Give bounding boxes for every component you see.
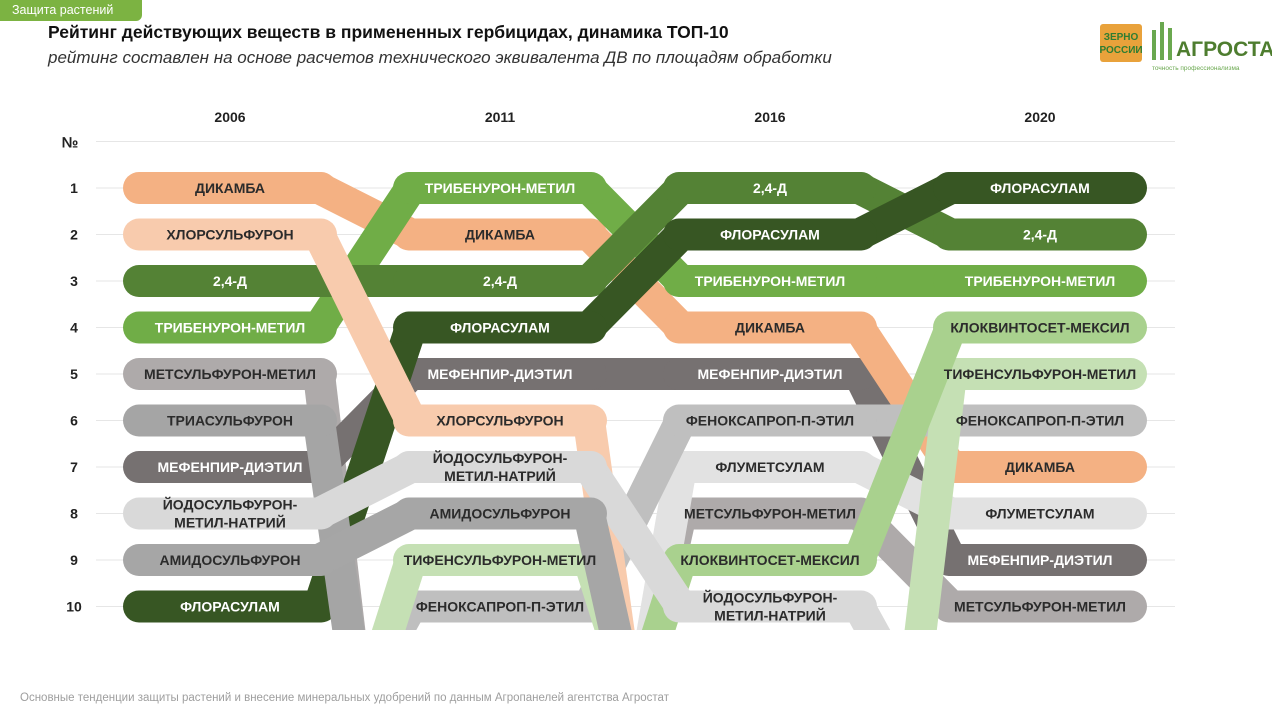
series-label: ФЕНОКСАПРОП-П-ЭТИЛ — [686, 413, 854, 429]
series-label-line: МЕТИЛ-НАТРИЙ — [444, 467, 556, 484]
series-entry — [900, 372, 967, 672]
year-label: 2006 — [214, 109, 245, 125]
series-label: ТРИАСУЛЬФУРОН — [167, 413, 293, 429]
series-label: ЙОДОСУЛЬФУРОН-МЕТИЛ-НАТРИЙ — [163, 496, 298, 531]
series-label: ФЛОРАСУЛАМ — [180, 599, 280, 615]
series-label: 2,4-Д — [213, 273, 247, 289]
series-connector — [573, 451, 697, 623]
series-connector — [303, 172, 427, 344]
series-label: МЕФЕНПИР-ДИЭТИЛ — [698, 366, 843, 382]
rank-label: 8 — [70, 506, 78, 522]
rank-label: 5 — [70, 366, 78, 382]
series-label-line: МЕТИЛ-НАТРИЙ — [174, 514, 286, 531]
series-label: МЕФЕНПИР-ДИЭТИЛ — [968, 552, 1113, 568]
series-label: ТРИБЕНУРОН-МЕТИЛ — [695, 273, 845, 289]
series-label-line: ЙОДОСУЛЬФУРОН- — [163, 496, 298, 513]
year-label: 2011 — [485, 109, 516, 125]
chart-bottom-mask — [0, 630, 1280, 690]
series-label-line: ЙОДОСУЛЬФУРОН- — [433, 449, 568, 466]
section-tag: Защита растений — [0, 0, 142, 21]
rank-label: 6 — [70, 413, 78, 429]
footer-source: Основные тенденции защиты растений и вне… — [20, 692, 669, 704]
series-connector — [843, 311, 967, 576]
series-label-line: ЙОДОСУЛЬФУРОН- — [703, 589, 838, 606]
series-label: ДИКАМБА — [195, 180, 265, 196]
series-label: ДИКАМБА — [735, 320, 805, 336]
series-label: ФЛОРАСУЛАМ — [720, 227, 820, 243]
chart-subtitle: рейтинг составлен на основе расчетов тех… — [48, 48, 832, 67]
rank-label: 1 — [70, 180, 78, 196]
series-label: КЛОКВИНТОСЕТ-МЕКСИЛ — [680, 552, 859, 568]
year-label: 2020 — [1024, 109, 1055, 125]
series-label: МЕТСУЛЬФУРОН-МЕТИЛ — [144, 366, 316, 382]
series-label: ФЕНОКСАПРОП-П-ЭТИЛ — [416, 599, 584, 615]
series-label: ФЛУМЕТСУЛАМ — [985, 506, 1094, 522]
series-connector — [303, 218, 427, 437]
agrostat-brand: АГРОСТАТ — [1176, 38, 1272, 61]
series-label: 2,4-Д — [483, 273, 517, 289]
series-label: МЕФЕНПИР-ДИЭТИЛ — [428, 366, 573, 382]
series-label-line: МЕТИЛ-НАТРИЙ — [714, 607, 826, 624]
rank-label: 3 — [70, 273, 78, 289]
rank-header: № — [62, 135, 79, 152]
series-label: ДИКАМБА — [465, 227, 535, 243]
zerno-rossii-logo-bg — [1100, 24, 1142, 62]
chart-title: Рейтинг действующих веществ в примененны… — [48, 22, 729, 42]
rank-label: 9 — [70, 552, 78, 568]
series-connector — [573, 172, 697, 297]
rank-label: 10 — [66, 599, 82, 615]
series-label: ТРИБЕНУРОН-МЕТИЛ — [425, 180, 575, 196]
series-label: ТРИБЕНУРОН-МЕТИЛ — [965, 273, 1115, 289]
series-label: КЛОКВИНТОСЕТ-МЕКСИЛ — [950, 320, 1129, 336]
series-label: 2,4-Д — [1023, 227, 1057, 243]
series-label: ЙОДОСУЛЬФУРОН-МЕТИЛ-НАТРИЙ — [703, 589, 838, 624]
series-label: ТРИБЕНУРОН-МЕТИЛ — [155, 320, 305, 336]
series-label: ДИКАМБА — [1005, 459, 1075, 475]
series-label: 2,4-Д — [753, 180, 787, 196]
rank-label: 2 — [70, 227, 78, 243]
year-label: 2016 — [754, 109, 785, 125]
rank-label: 7 — [70, 459, 78, 475]
zerno-logo-line2: РОССИИ — [1100, 45, 1143, 56]
series-label: ФЕНОКСАПРОП-П-ЭТИЛ — [956, 413, 1124, 429]
agrostat-tagline: точность профессионализма — [1152, 65, 1240, 72]
series-label: МЕТСУЛЬФУРОН-МЕТИЛ — [954, 599, 1126, 615]
series-label: ФЛОРАСУЛАМ — [990, 180, 1090, 196]
series-label: МЕТСУЛЬФУРОН-МЕТИЛ — [684, 506, 856, 522]
series-label: АМИДОСУЛЬФУРОН — [160, 552, 301, 568]
agrostat-logo: ЗЕРНО РОССИИ АГРОСТАТ точность профессио… — [1100, 22, 1272, 72]
section-tag-label: Защита растений — [12, 3, 114, 17]
series-label: ХЛОРСУЛЬФУРОН — [166, 227, 293, 243]
rank-label: 4 — [70, 320, 78, 336]
series-label: ХЛОРСУЛЬФУРОН — [436, 413, 563, 429]
series-label: ФЛОРАСУЛАМ — [450, 320, 550, 336]
series-label: АМИДОСУЛЬФУРОН — [430, 506, 571, 522]
series-label: ТИФЕНСУЛЬФУРОН-МЕТИЛ — [944, 366, 1136, 382]
series-label: ТИФЕНСУЛЬФУРОН-МЕТИЛ — [404, 552, 596, 568]
series-label: МЕФЕНПИР-ДИЭТИЛ — [158, 459, 303, 475]
wheat-icon — [1152, 22, 1172, 60]
series-connector — [573, 218, 697, 344]
zerno-logo-line1: ЗЕРНО — [1104, 32, 1139, 43]
series-label: ФЛУМЕТСУЛАМ — [715, 459, 824, 475]
series-label: ЙОДОСУЛЬФУРОН-МЕТИЛ-НАТРИЙ — [433, 449, 568, 484]
